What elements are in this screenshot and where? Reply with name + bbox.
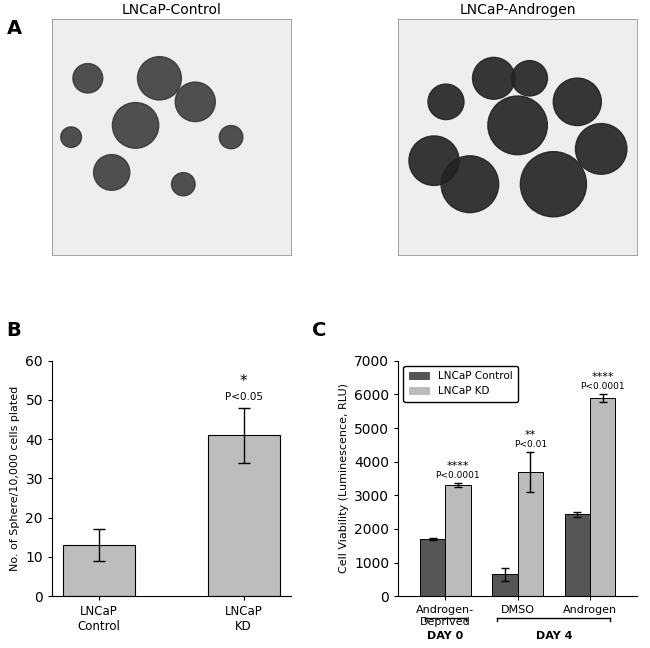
Y-axis label: Cell Viability (Luminescence, RLU): Cell Viability (Luminescence, RLU) — [339, 384, 348, 573]
Circle shape — [176, 82, 215, 122]
Legend: LNCaP Control, LNCaP KD: LNCaP Control, LNCaP KD — [404, 366, 518, 402]
Bar — [590, 398, 616, 596]
Circle shape — [575, 124, 627, 174]
Text: ****: **** — [592, 372, 614, 382]
Circle shape — [428, 84, 464, 120]
Text: ****: **** — [447, 461, 469, 471]
Circle shape — [512, 61, 547, 96]
Circle shape — [138, 56, 181, 100]
Circle shape — [73, 64, 103, 93]
Circle shape — [488, 96, 547, 155]
Bar — [492, 574, 517, 596]
Title: LNCaP-Androgen: LNCaP-Androgen — [460, 3, 576, 17]
Circle shape — [473, 58, 515, 99]
Text: A: A — [6, 19, 21, 38]
Circle shape — [94, 155, 130, 191]
Text: C: C — [312, 321, 326, 340]
Title: LNCaP-Control: LNCaP-Control — [122, 3, 222, 17]
Circle shape — [112, 102, 159, 148]
Text: P<0.0001: P<0.0001 — [580, 382, 625, 391]
Y-axis label: No. of Sphere/10,000 cells plated: No. of Sphere/10,000 cells plated — [10, 386, 20, 571]
Circle shape — [521, 152, 586, 217]
Text: P<0.05: P<0.05 — [225, 392, 263, 402]
Bar — [517, 472, 543, 596]
Text: B: B — [6, 321, 21, 340]
Bar — [445, 485, 471, 596]
Circle shape — [409, 136, 459, 185]
Bar — [63, 545, 135, 596]
Circle shape — [441, 156, 499, 213]
Text: P<0.01: P<0.01 — [514, 440, 547, 449]
Circle shape — [553, 78, 601, 126]
Circle shape — [172, 172, 195, 196]
Text: DAY 0: DAY 0 — [427, 631, 463, 642]
Bar — [420, 539, 445, 596]
Circle shape — [219, 126, 243, 149]
Bar — [207, 435, 280, 596]
Text: *: * — [240, 374, 248, 389]
Text: DAY 4: DAY 4 — [536, 631, 572, 642]
Text: **: ** — [525, 430, 536, 440]
Text: P<0.0001: P<0.0001 — [436, 472, 480, 480]
Circle shape — [60, 127, 81, 147]
Bar — [565, 515, 590, 596]
